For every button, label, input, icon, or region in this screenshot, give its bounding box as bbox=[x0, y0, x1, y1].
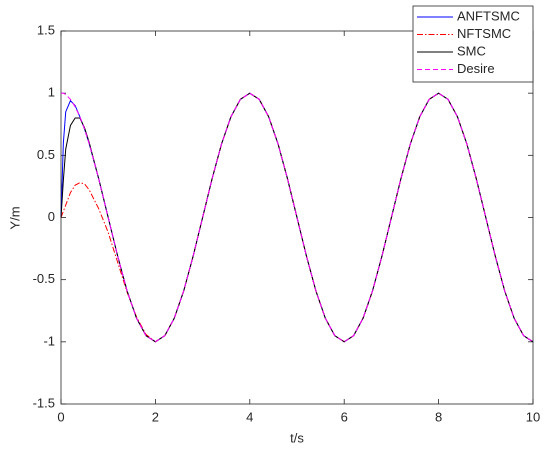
series-line bbox=[61, 92, 534, 343]
legend-label: NFTSMC bbox=[457, 26, 511, 41]
legend-label: SMC bbox=[457, 43, 486, 58]
y-tick-label: -0.5 bbox=[33, 271, 55, 286]
x-axis-label: t/s bbox=[290, 430, 304, 445]
y-tick-label: 0 bbox=[48, 209, 55, 224]
legend-label: ANFTSMC bbox=[457, 8, 520, 23]
legend-label: Desire bbox=[457, 61, 495, 76]
y-tick-label: 1.5 bbox=[37, 22, 55, 37]
x-tick-label: 2 bbox=[152, 409, 159, 424]
x-tick-label: 6 bbox=[341, 409, 348, 424]
y-tick-label: -1.5 bbox=[33, 395, 55, 410]
y-tick-label: -1 bbox=[43, 333, 55, 348]
x-tick-label: 0 bbox=[57, 409, 64, 424]
y-tick-label: 0.5 bbox=[37, 147, 55, 162]
x-tick-label: 8 bbox=[435, 409, 442, 424]
y-tick-label: 1 bbox=[48, 85, 55, 100]
y-axis-label: Y/m bbox=[7, 206, 22, 229]
x-tick-label: 4 bbox=[246, 409, 253, 424]
x-tick-label: 10 bbox=[526, 409, 540, 424]
